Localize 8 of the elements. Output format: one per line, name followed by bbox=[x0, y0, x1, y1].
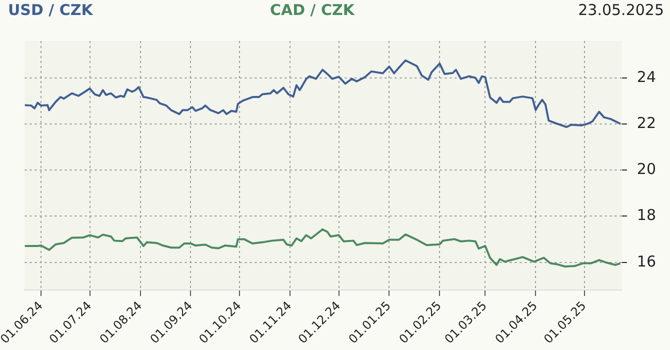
text: 23.05.2025 bbox=[578, 1, 664, 19]
y-tick-label: 18 bbox=[636, 206, 656, 224]
text: CAD / CZK bbox=[270, 1, 354, 19]
y-tick-label: 20 bbox=[636, 160, 656, 178]
y-tick-label: 22 bbox=[636, 114, 656, 132]
y-tick-label: 24 bbox=[636, 68, 656, 86]
y-tick-label: 16 bbox=[636, 252, 656, 270]
text: USD / CZK bbox=[8, 1, 93, 19]
